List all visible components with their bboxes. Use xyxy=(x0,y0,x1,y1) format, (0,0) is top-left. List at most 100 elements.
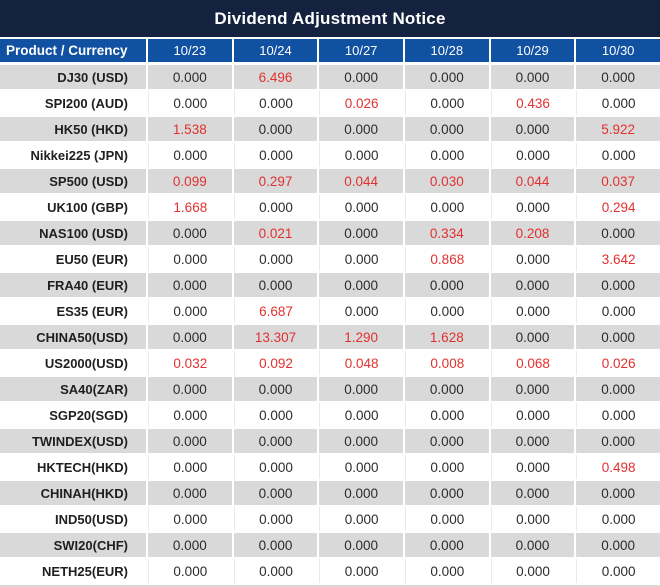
value-cell: 0.000 xyxy=(148,143,232,167)
value-cell: 0.000 xyxy=(319,377,403,401)
title-bar: Dividend Adjustment Notice xyxy=(0,0,660,37)
value-cell: 0.498 xyxy=(576,455,660,479)
value-cell: 0.000 xyxy=(576,429,660,453)
value-cell: 0.000 xyxy=(148,247,232,271)
value-cell: 0.068 xyxy=(490,351,575,375)
value-cell: 0.000 xyxy=(233,507,318,531)
product-label: CHINA50(USD) xyxy=(0,325,146,349)
value-cell: 0.000 xyxy=(490,559,575,583)
value-cell: 0.000 xyxy=(319,65,403,89)
value-cell: 0.868 xyxy=(404,247,489,271)
value-cell: 3.642 xyxy=(576,247,660,271)
product-label: CHINAH(HKD) xyxy=(0,481,146,505)
column-header-date-4: 10/28 xyxy=(404,39,489,62)
product-label: SP500 (USD) xyxy=(0,169,146,193)
value-cell: 0.000 xyxy=(319,507,403,531)
value-cell: 0.032 xyxy=(148,351,232,375)
product-label: US2000(USD) xyxy=(0,351,146,375)
value-cell: 0.000 xyxy=(404,143,489,167)
value-cell: 1.538 xyxy=(148,117,232,141)
value-cell: 0.000 xyxy=(490,299,575,323)
column-header-date-1: 10/23 xyxy=(148,39,232,62)
value-cell: 0.000 xyxy=(148,429,232,453)
value-cell: 0.000 xyxy=(233,247,318,271)
value-cell: 0.000 xyxy=(490,143,575,167)
value-cell: 0.044 xyxy=(490,169,575,193)
value-cell: 0.099 xyxy=(148,169,232,193)
value-cell: 0.000 xyxy=(233,403,318,427)
value-cell: 0.000 xyxy=(148,91,232,115)
value-cell: 0.000 xyxy=(576,559,660,583)
product-label: Nikkei225 (JPN) xyxy=(0,143,146,167)
value-cell: 0.294 xyxy=(576,195,660,219)
value-cell: 0.000 xyxy=(148,559,232,583)
value-cell: 0.000 xyxy=(576,273,660,297)
value-cell: 6.687 xyxy=(233,299,318,323)
value-cell: 0.000 xyxy=(404,455,489,479)
value-cell: 0.000 xyxy=(576,481,660,505)
value-cell: 0.000 xyxy=(490,455,575,479)
value-cell: 0.000 xyxy=(319,533,403,557)
value-cell: 0.000 xyxy=(233,455,318,479)
value-cell: 0.000 xyxy=(490,273,575,297)
value-cell: 0.000 xyxy=(576,403,660,427)
value-cell: 0.000 xyxy=(490,533,575,557)
value-cell: 0.000 xyxy=(404,117,489,141)
value-cell: 0.000 xyxy=(404,403,489,427)
value-cell: 0.000 xyxy=(490,429,575,453)
value-cell: 0.297 xyxy=(233,169,318,193)
value-cell: 0.026 xyxy=(319,91,403,115)
value-cell: 0.000 xyxy=(576,299,660,323)
product-label: EU50 (EUR) xyxy=(0,247,146,271)
value-cell: 0.000 xyxy=(319,299,403,323)
value-cell: 1.668 xyxy=(148,195,232,219)
value-cell: 0.208 xyxy=(490,221,575,245)
value-cell: 13.307 xyxy=(233,325,318,349)
value-cell: 0.000 xyxy=(319,273,403,297)
value-cell: 0.000 xyxy=(233,143,318,167)
product-label: SGP20(SGD) xyxy=(0,403,146,427)
value-cell: 0.000 xyxy=(576,377,660,401)
value-cell: 0.000 xyxy=(404,65,489,89)
value-cell: 0.000 xyxy=(490,403,575,427)
product-label: HK50 (HKD) xyxy=(0,117,146,141)
product-label: SA40(ZAR) xyxy=(0,377,146,401)
value-cell: 0.037 xyxy=(576,169,660,193)
value-cell: 0.092 xyxy=(233,351,318,375)
value-cell: 0.000 xyxy=(490,247,575,271)
value-cell: 0.000 xyxy=(233,91,318,115)
value-cell: 0.000 xyxy=(576,221,660,245)
value-cell: 0.000 xyxy=(148,377,232,401)
value-cell: 0.000 xyxy=(319,481,403,505)
value-cell: 0.000 xyxy=(148,221,232,245)
value-cell: 0.000 xyxy=(319,143,403,167)
value-cell: 0.000 xyxy=(404,429,489,453)
product-label: UK100 (GBP) xyxy=(0,195,146,219)
value-cell: 0.000 xyxy=(576,91,660,115)
value-cell: 0.000 xyxy=(233,195,318,219)
product-label: IND50(USD) xyxy=(0,507,146,531)
value-cell: 0.000 xyxy=(490,195,575,219)
value-cell: 0.000 xyxy=(490,65,575,89)
value-cell: 0.000 xyxy=(404,559,489,583)
value-cell: 0.000 xyxy=(148,533,232,557)
value-cell: 0.000 xyxy=(576,507,660,531)
value-cell: 0.026 xyxy=(576,351,660,375)
product-label: NETH25(EUR) xyxy=(0,559,146,583)
value-cell: 0.000 xyxy=(233,429,318,453)
value-cell: 0.000 xyxy=(404,299,489,323)
value-cell: 0.000 xyxy=(148,507,232,531)
value-cell: 0.000 xyxy=(404,481,489,505)
value-cell: 0.000 xyxy=(319,403,403,427)
column-header-date-5: 10/29 xyxy=(490,39,575,62)
value-cell: 0.000 xyxy=(319,117,403,141)
value-cell: 0.000 xyxy=(404,507,489,531)
value-cell: 0.000 xyxy=(148,65,232,89)
value-cell: 0.000 xyxy=(148,299,232,323)
product-label: NAS100 (USD) xyxy=(0,221,146,245)
value-cell: 0.048 xyxy=(319,351,403,375)
value-cell: 0.000 xyxy=(233,117,318,141)
product-label: HKTECH(HKD) xyxy=(0,455,146,479)
dividend-table: Product / Currency 10/23 10/24 10/27 10/… xyxy=(0,39,660,583)
